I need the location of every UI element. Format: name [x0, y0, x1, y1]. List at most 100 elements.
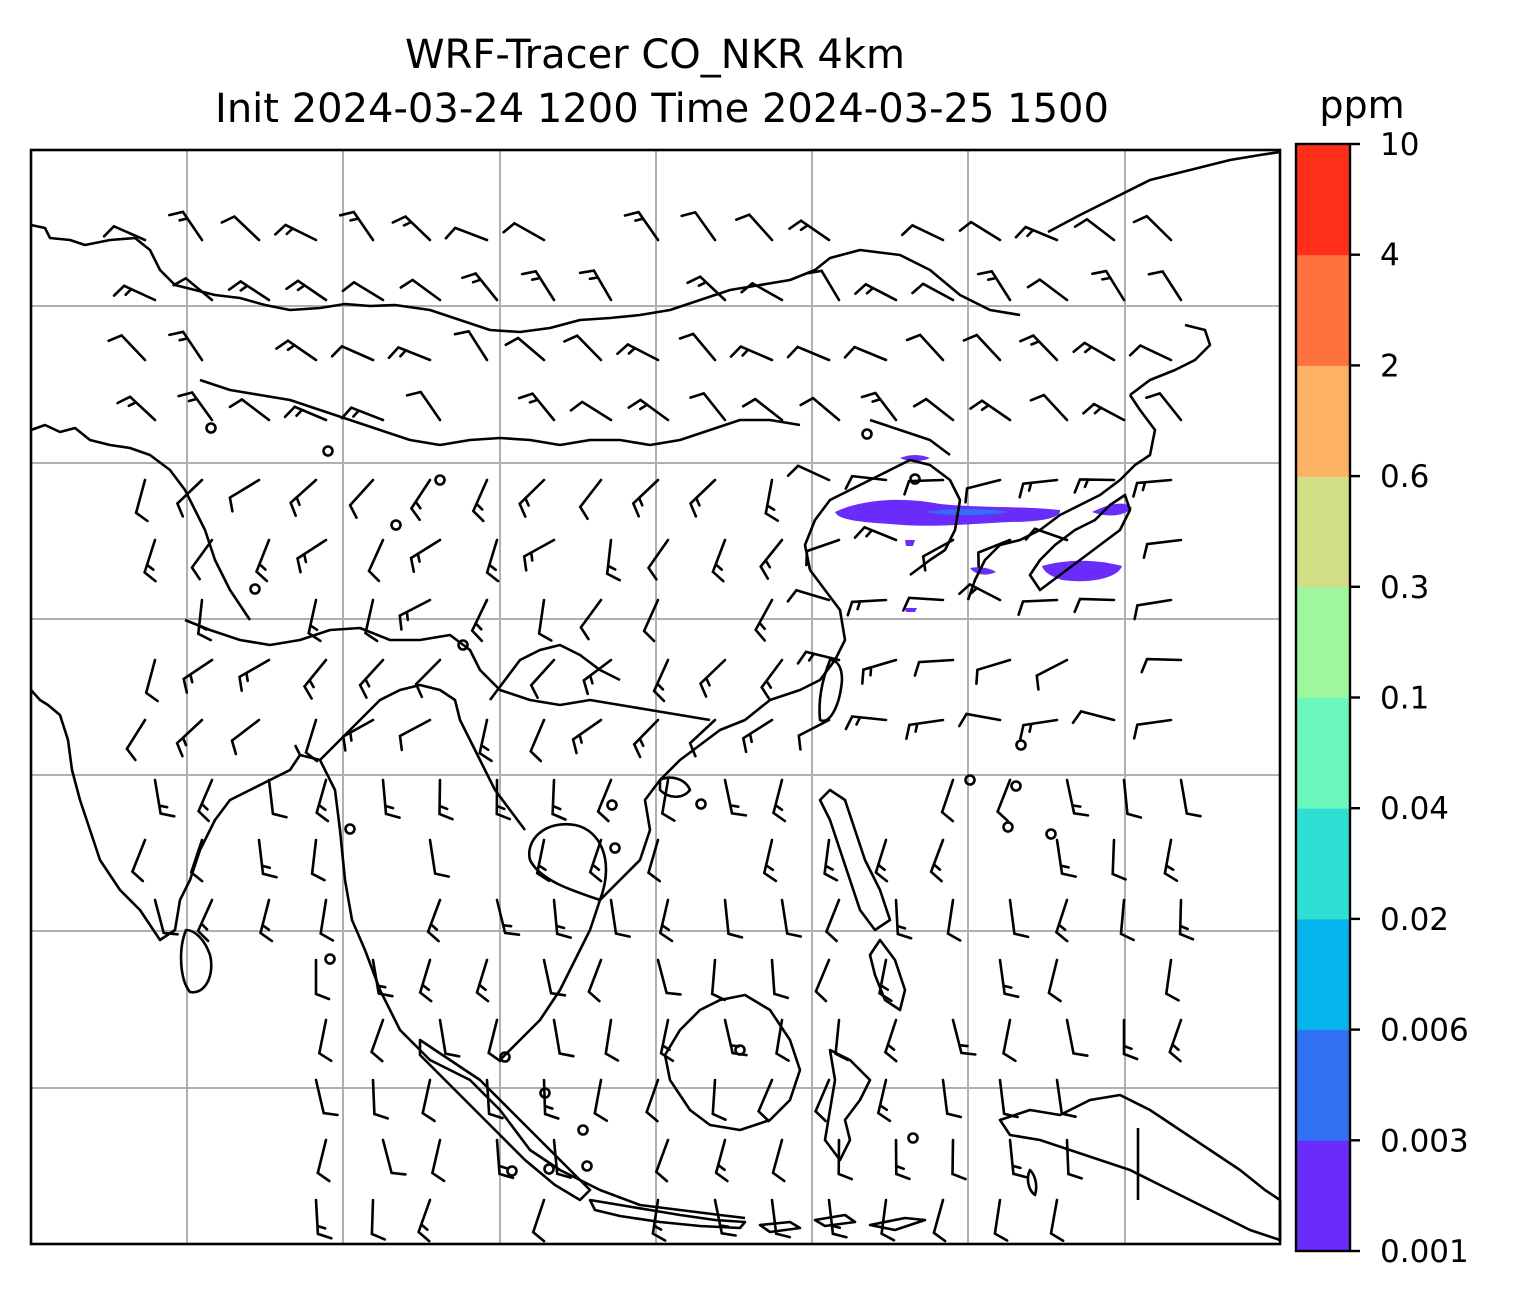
wind-barb	[430, 1138, 446, 1183]
wind-barb	[1082, 402, 1126, 422]
wind-barb	[398, 718, 432, 752]
wind-barb	[762, 838, 778, 883]
colorbar-band	[1296, 144, 1350, 256]
wind-barb	[797, 718, 831, 751]
wind-barb	[969, 399, 1012, 422]
wind-barb	[1119, 898, 1135, 942]
wind-barb	[993, 1198, 1009, 1242]
wind-barb	[1111, 838, 1127, 881]
wind-barb	[588, 838, 603, 883]
wind-barb	[330, 344, 375, 362]
wind-barb	[688, 718, 717, 758]
wind-barb	[529, 718, 546, 763]
wind-barb	[958, 712, 1002, 728]
wind-barb	[502, 221, 546, 242]
wind-barb	[370, 1198, 387, 1241]
wind-barb	[444, 226, 489, 242]
wind-barb	[551, 778, 567, 821]
wind-barb	[1071, 709, 1116, 725]
wind-barb	[771, 1138, 786, 1183]
wind-barb	[814, 1078, 831, 1123]
wind-barb	[1122, 778, 1143, 819]
wind-barb	[958, 220, 1002, 242]
wind-barb	[823, 838, 839, 882]
wind-barb	[275, 339, 318, 362]
wind-barb	[713, 1198, 737, 1237]
wind-barb	[381, 1138, 407, 1176]
gridlines	[31, 150, 1280, 1244]
wind-barb	[998, 958, 1020, 999]
wind-barb	[487, 1018, 502, 1063]
wind-barb	[1128, 343, 1173, 362]
colorbar-tick-label: 0.6	[1380, 459, 1429, 495]
map-panel	[29, 148, 1282, 1246]
colorbar-band	[1296, 918, 1350, 1031]
colorbar-tick-label: 0.001	[1380, 1234, 1469, 1270]
wind-barb	[314, 958, 331, 1001]
wind-barb	[175, 478, 204, 518]
calm-circle	[506, 1165, 518, 1177]
wind-barb	[461, 271, 499, 302]
wind-barb	[1073, 478, 1116, 494]
wind-barb	[102, 224, 147, 242]
wind-barb	[259, 898, 274, 943]
wind-barb	[426, 898, 442, 943]
wind-barb	[876, 1078, 892, 1123]
wind-barb	[772, 778, 787, 823]
wind-barb	[485, 538, 500, 583]
wind-barb	[310, 838, 326, 882]
wind-barb	[107, 333, 147, 362]
wind-barb	[1163, 838, 1179, 882]
wind-barb	[130, 838, 147, 883]
wind-barb	[285, 279, 328, 302]
wind-barb	[861, 658, 898, 685]
wind-barb	[143, 538, 157, 583]
wind-barb	[998, 1078, 1019, 1119]
wind-barb	[238, 658, 271, 692]
wind-barb	[504, 336, 546, 362]
wind-barb	[153, 778, 176, 818]
wind-barb	[196, 898, 214, 943]
wind-barb	[364, 598, 379, 643]
wind-barb	[182, 658, 214, 694]
wind-barb	[228, 397, 271, 422]
wind-barb	[190, 538, 214, 581]
wind-barb	[686, 275, 727, 302]
wind-barb	[563, 334, 603, 362]
wind-barb	[1065, 1018, 1089, 1057]
wind-barb	[254, 538, 271, 583]
wind-barb	[470, 598, 489, 643]
map-frame	[29, 148, 1282, 1246]
colorbar-tick-label: 4	[1380, 238, 1400, 274]
wind-barb	[398, 598, 432, 631]
wind-barb	[230, 718, 261, 756]
colorbar-tick-label: 0.006	[1380, 1013, 1469, 1049]
calm-circle	[205, 422, 217, 434]
wind-barb	[902, 596, 945, 612]
wind-barb	[517, 392, 556, 422]
wind-barb	[409, 538, 442, 573]
wind-barb	[786, 588, 831, 603]
wind-barb	[399, 278, 442, 302]
colorbar-tick-label: 10	[1380, 127, 1419, 163]
wind-barb	[946, 898, 962, 942]
wind-barb	[1065, 778, 1090, 817]
calm-circle	[499, 1051, 511, 1063]
wind-barb	[929, 838, 945, 883]
wind-barb	[1018, 478, 1059, 499]
wind-barb	[257, 838, 278, 879]
colorbar-tick-label: 0.3	[1380, 570, 1429, 606]
wind-barb	[196, 598, 213, 642]
wind-barb	[535, 838, 551, 883]
wind-barb	[996, 778, 1012, 823]
wind-barb	[976, 269, 1012, 302]
wind-barb	[304, 718, 319, 763]
wind-barb	[116, 395, 157, 422]
wind-barb	[844, 474, 888, 490]
wind-barb	[552, 1138, 572, 1179]
wind-barb	[529, 658, 556, 699]
wind-barb	[1142, 538, 1183, 559]
wind-barb	[177, 391, 214, 422]
calm-circle	[434, 474, 446, 486]
wind-barb	[593, 1078, 609, 1122]
